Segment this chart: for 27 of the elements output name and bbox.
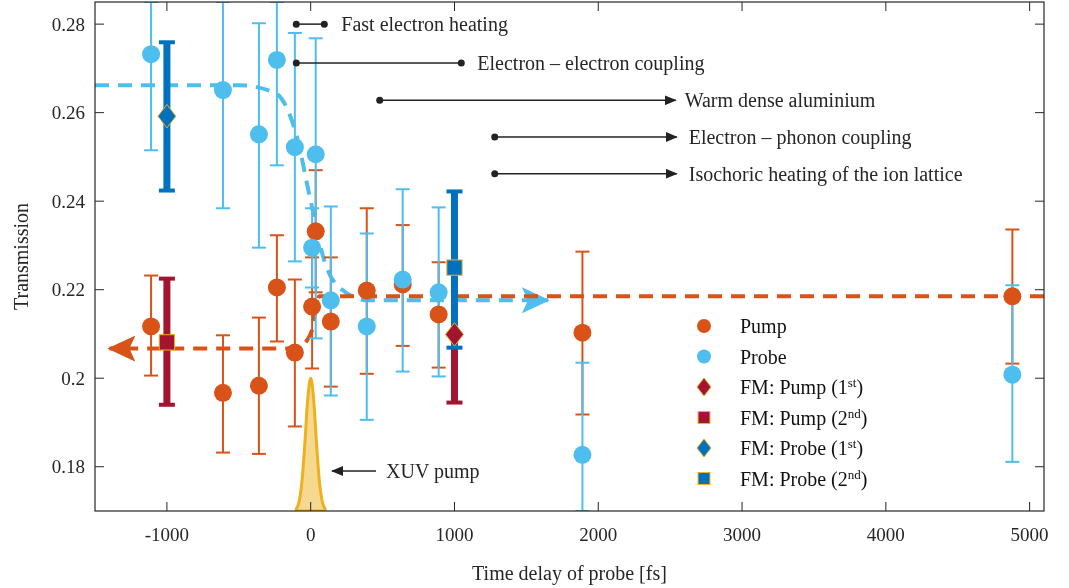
annotation: Electron – phonon coupling — [688, 126, 912, 149]
annotation: Fast electron heating — [341, 13, 508, 37]
y-tick-label: 0.24 — [51, 190, 86, 212]
legend-label: Probe — [740, 345, 787, 368]
legend-label: FM: Probe (1$^{st}$) — [740, 435, 864, 460]
annotation: Warm dense aluminium — [684, 89, 876, 112]
x-tick-label: 5000 — [1010, 524, 1049, 545]
x-tick-label: 0 — [305, 524, 316, 545]
x-tick-label: 3000 — [723, 524, 762, 545]
annotation: Electron – electron coupling — [477, 52, 705, 76]
legend-label: FM: Pump (2$^{nd}$) — [740, 405, 868, 430]
y-tick-label: 0.28 — [51, 13, 85, 35]
annotation: Isochoric heating of the ion lattice — [688, 162, 963, 186]
legend-label: FM: Pump (1$^{st}$) — [740, 374, 864, 399]
legend-label: Pump — [740, 315, 787, 338]
y-tick-label: 0.18 — [51, 456, 85, 478]
y-tick-label: 0.22 — [51, 279, 85, 301]
annotation: XUV pump — [386, 460, 480, 483]
x-tick-label: 4000 — [866, 524, 905, 545]
x-tick-label: 1000 — [435, 524, 474, 545]
x-tick-label: 2000 — [579, 524, 618, 545]
y-tick-label: 0.26 — [51, 102, 85, 124]
x-axis-title: Time delay of probe [fs] — [472, 562, 667, 585]
y-tick-label: 0.2 — [61, 367, 85, 389]
legend-label: FM: Probe (2$^{nd}$) — [740, 466, 868, 491]
x-tick-label: -1000 — [144, 524, 190, 545]
y-axis-title: Transmission — [10, 202, 32, 311]
